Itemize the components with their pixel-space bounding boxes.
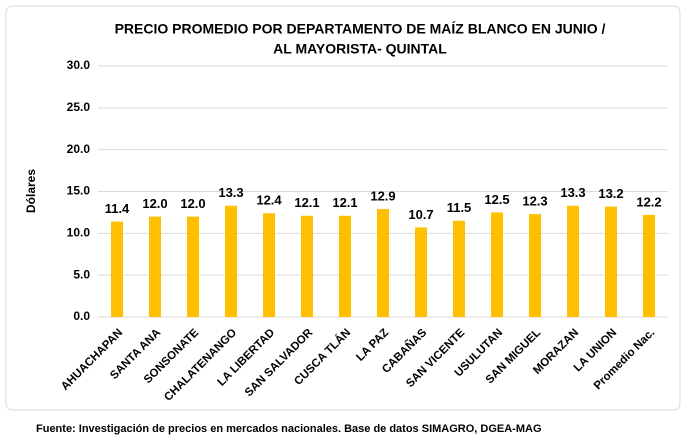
data-label: 11.4: [105, 201, 130, 216]
bar: [605, 206, 617, 317]
y-tick-label: 15.0: [67, 184, 91, 198]
bar: [377, 209, 389, 317]
data-label: 12.3: [522, 194, 547, 209]
data-label: 12.1: [332, 195, 357, 210]
bar: [453, 220, 465, 317]
chart-title: PRECIO PROMEDIO POR DEPARTAMENTO DE MAÍZ…: [115, 21, 606, 37]
data-label: 12.5: [484, 192, 509, 207]
data-label: 11.5: [447, 200, 472, 215]
y-tick-label: 20.0: [67, 142, 91, 156]
chart-frame: [5, 5, 681, 411]
y-tick-label: 25.0: [67, 100, 91, 114]
y-tick-label: 5.0: [73, 267, 90, 281]
data-label: 12.0: [142, 196, 167, 211]
bar: [339, 215, 351, 317]
data-label: 12.0: [180, 196, 205, 211]
data-label: 10.7: [408, 207, 433, 222]
bar: [149, 216, 161, 317]
data-label: 13.2: [598, 186, 623, 201]
bar: [643, 214, 655, 317]
bar: [567, 205, 579, 317]
source-note: Fuente: Investigación de precios en merc…: [36, 423, 542, 435]
bar: [491, 212, 503, 317]
data-label: 12.9: [370, 189, 395, 204]
y-axis-label: Dólares: [24, 169, 38, 213]
data-label: 13.3: [218, 185, 243, 200]
chart-title: AL MAYORISTA- QUINTAL: [273, 41, 447, 57]
y-tick-label: 10.0: [67, 226, 91, 240]
data-label: 12.2: [636, 194, 661, 209]
bar: [301, 215, 313, 317]
data-label: 12.1: [294, 195, 319, 210]
bar: [415, 227, 427, 317]
bar: [263, 213, 275, 317]
bar: [187, 216, 199, 317]
data-label: 13.3: [560, 185, 585, 200]
bar: [111, 221, 123, 317]
y-tick-label: 0.0: [73, 309, 90, 323]
data-label: 12.4: [256, 193, 282, 208]
y-tick-label: 30.0: [67, 58, 91, 72]
bar: [529, 214, 541, 317]
bar: [225, 205, 237, 317]
